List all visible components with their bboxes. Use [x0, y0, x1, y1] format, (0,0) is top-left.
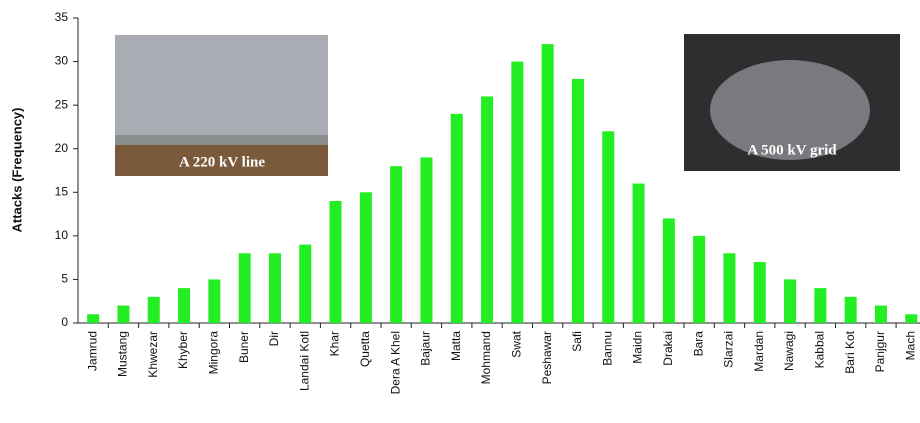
photo-ground — [115, 145, 328, 176]
bar — [147, 296, 160, 323]
x-tick-label: Khar — [328, 331, 342, 356]
bar — [238, 253, 251, 323]
y-tick-label: 30 — [55, 54, 69, 68]
x-tick-label: Buner — [237, 331, 251, 363]
x-tick-label: Slarzai — [722, 331, 736, 368]
bar — [359, 192, 372, 323]
bar — [541, 44, 554, 324]
x-tick-label: Mardan — [752, 331, 766, 372]
x-tick-label: Mustang — [116, 331, 130, 377]
x-tick-label: Landai Kotl — [297, 331, 311, 391]
bar — [571, 79, 584, 323]
x-tick-label: Safi — [570, 331, 584, 352]
x-tick-label: Mach — [903, 331, 917, 360]
photo: A 220 kV line — [115, 35, 328, 176]
bar — [450, 113, 463, 323]
bar — [753, 262, 766, 323]
x-tick-label: Peshawar — [540, 331, 554, 384]
x-tick-label: Bari Kot — [843, 330, 857, 373]
bar — [874, 305, 887, 323]
bar — [662, 218, 675, 323]
y-tick-label: 35 — [55, 10, 69, 24]
bar — [208, 279, 221, 323]
bar — [87, 314, 100, 323]
photo: A 500 kV grid — [684, 34, 900, 171]
bar — [632, 183, 645, 323]
bar — [693, 235, 706, 323]
y-tick-label: 0 — [61, 315, 68, 329]
x-tick-label: Bannu — [600, 331, 614, 366]
bar — [784, 279, 797, 323]
bar — [420, 157, 433, 323]
bar — [814, 288, 827, 323]
x-tick-label: Quetta — [358, 331, 372, 367]
y-tick-label: 20 — [55, 141, 69, 155]
bar — [481, 96, 494, 323]
y-axis-label: Attacks (Frequency) — [9, 108, 24, 233]
x-tick-label: Jamrud — [85, 331, 99, 371]
bar — [723, 253, 736, 323]
bar — [178, 288, 191, 323]
x-tick-label: Bajaur — [419, 331, 433, 366]
x-tick-label: Khyber — [176, 331, 190, 369]
x-tick-label: Bara — [691, 331, 705, 357]
bar — [844, 296, 857, 323]
bar — [390, 166, 403, 323]
bar — [905, 314, 918, 323]
x-tick-label: Panjgur — [873, 331, 887, 372]
bar — [117, 305, 130, 323]
x-tick-label: Mohmand — [479, 331, 493, 384]
x-tick-label: Dir — [267, 331, 281, 346]
x-tick-label: Swat — [510, 330, 524, 357]
y-tick-label: 25 — [55, 97, 69, 111]
photo-caption: A 220 kV line — [179, 154, 265, 170]
x-tick-label: Maidn — [631, 331, 645, 364]
x-tick-label: Kabbal — [813, 331, 827, 368]
bar — [299, 244, 312, 323]
bar — [329, 201, 342, 323]
y-tick-label: 10 — [55, 228, 69, 242]
photo-caption: A 500 kV grid — [747, 142, 837, 158]
bar — [511, 61, 524, 323]
y-tick-label: 15 — [55, 184, 69, 198]
x-tick-label: Drakai — [661, 331, 675, 366]
photo-sky — [115, 35, 328, 135]
x-tick-label: Nawagi — [782, 331, 796, 371]
bar — [602, 131, 615, 323]
x-tick-label: Khwezar — [146, 331, 160, 378]
bar — [268, 253, 281, 323]
x-tick-label: Matta — [449, 331, 463, 361]
x-tick-label: Mingora — [207, 331, 221, 375]
x-tick-label: Dera A Khel — [388, 331, 402, 394]
photo-smoke — [710, 60, 870, 160]
y-tick-label: 5 — [61, 272, 68, 286]
